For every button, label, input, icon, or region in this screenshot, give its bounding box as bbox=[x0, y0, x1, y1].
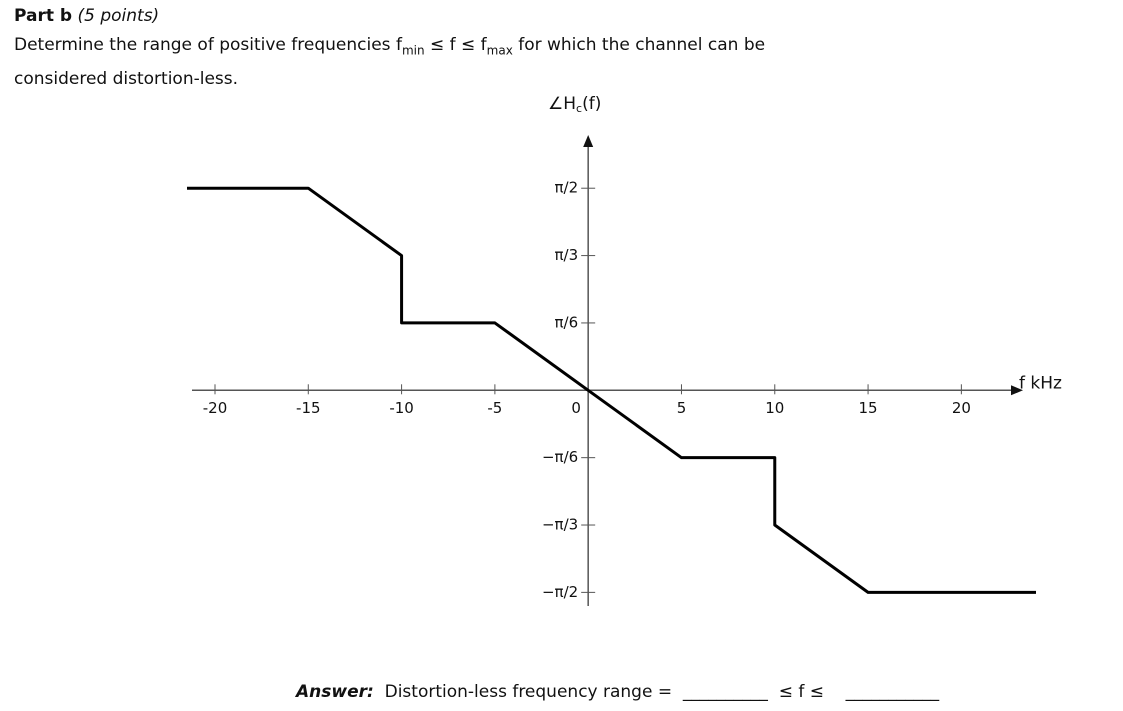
answer-text: Distortion-less frequency range = bbox=[384, 682, 673, 702]
q-text: Determine the range of positive frequenc… bbox=[14, 35, 402, 55]
y-axis-label: ∠Hc(f) bbox=[548, 94, 601, 115]
y-tick-label: π/3 bbox=[555, 246, 579, 264]
phase-line bbox=[187, 186, 1036, 594]
question-line: considered distortion-less. bbox=[14, 69, 238, 89]
y-tick-label: −π/3 bbox=[542, 516, 578, 534]
x-tick-label: -20 bbox=[203, 399, 228, 417]
x-tick-label: -15 bbox=[296, 399, 321, 417]
q-sub: min bbox=[401, 43, 425, 58]
x-axis-label: f kHz bbox=[1019, 373, 1062, 393]
y-tick-label: −π/2 bbox=[542, 583, 578, 601]
q-sub: max bbox=[486, 43, 513, 58]
answer-label: Answer: bbox=[296, 682, 374, 702]
x-tick-label: -5 bbox=[487, 399, 502, 417]
part-title: Part b bbox=[14, 6, 73, 26]
q-text: for which the channel can be bbox=[512, 35, 766, 55]
y-label-part: ∠H bbox=[548, 94, 576, 114]
y-arrow bbox=[583, 135, 594, 147]
x-tick-label: 15 bbox=[859, 399, 878, 417]
x-tick-label: 0 bbox=[571, 399, 581, 417]
x-arrow bbox=[1011, 385, 1023, 396]
relation: ≤ f ≤ bbox=[778, 682, 824, 702]
points: (5 points) bbox=[77, 6, 160, 26]
y-tick-label: π/2 bbox=[555, 179, 579, 197]
y-tick-label: π/6 bbox=[555, 313, 579, 331]
y-tick-label: −π/6 bbox=[542, 448, 578, 466]
q-text: ≤ f ≤ f bbox=[424, 35, 487, 55]
answer: Answer: Distortion-less frequency range … bbox=[296, 682, 939, 702]
x-tick-label: 20 bbox=[952, 399, 971, 417]
q-text: considered distortion-less. bbox=[14, 69, 239, 89]
question-line: Determine the range of positive frequenc… bbox=[14, 35, 765, 57]
y-label-part: c bbox=[576, 102, 582, 115]
x-tick-label: 5 bbox=[677, 399, 687, 417]
x-tick-label: 10 bbox=[765, 399, 784, 417]
blank[interactable]: ___________ bbox=[845, 682, 940, 702]
header: Part b (5 points) bbox=[14, 6, 159, 26]
x-tick-label: -10 bbox=[389, 399, 414, 417]
blank[interactable]: __________ bbox=[682, 682, 768, 702]
y-label-part: (f) bbox=[582, 94, 601, 114]
